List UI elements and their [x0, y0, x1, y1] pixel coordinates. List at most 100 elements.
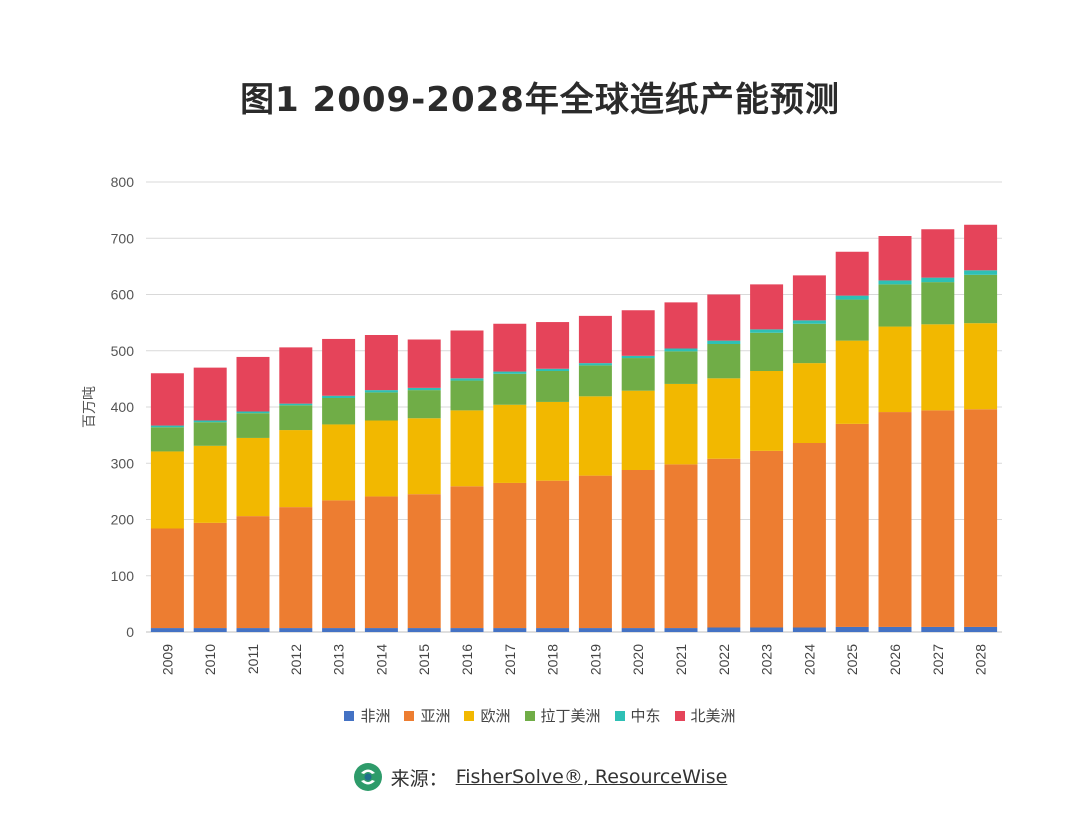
- source-prefix: 来源：: [390, 767, 448, 790]
- bar-segment-2025-中东: [835, 295, 869, 300]
- bar-segment-2010-非洲: [193, 628, 227, 632]
- bar-segment-2017-非洲: [493, 628, 527, 632]
- bar-segment-2018-欧洲: [536, 401, 570, 481]
- bar-segment-2025-非洲: [835, 626, 869, 632]
- bar-segment-2025-北美洲: [835, 251, 869, 296]
- bar-segment-2022-中东: [707, 340, 741, 344]
- bar-segment-2023-非洲: [750, 627, 784, 632]
- bar-segment-2028-非洲: [964, 626, 998, 632]
- bar-segment-2010-拉丁美洲: [193, 422, 227, 446]
- legend-label: 非洲: [360, 707, 391, 725]
- bar-segment-2014-拉丁美洲: [364, 392, 398, 421]
- bar-segment-2015-中东: [407, 387, 441, 391]
- legend-item: 中东: [614, 705, 661, 726]
- bar-segment-2028-欧洲: [964, 323, 998, 410]
- bar-segment-2019-非洲: [578, 628, 612, 632]
- x-tick-label: 2011: [245, 644, 261, 674]
- bar-segment-2026-亚洲: [878, 412, 912, 627]
- bar-segment-2018-非洲: [536, 628, 570, 632]
- bar-segment-2014-亚洲: [364, 496, 398, 629]
- bar-segment-2012-非洲: [279, 628, 313, 632]
- bar-segment-2023-欧洲: [750, 371, 784, 451]
- bar-segment-2022-亚洲: [707, 458, 741, 628]
- bar-segment-2024-亚洲: [792, 443, 826, 628]
- bar-segment-2019-欧洲: [578, 396, 612, 476]
- bar-segment-2020-亚洲: [621, 470, 655, 629]
- bar-segment-2019-拉丁美洲: [578, 365, 612, 397]
- bar-segment-2015-拉丁美洲: [407, 390, 441, 419]
- y-tick-label: 0: [126, 624, 134, 640]
- bar-segment-2027-亚洲: [921, 410, 955, 627]
- bar-segment-2009-中东: [150, 425, 184, 428]
- bar-segment-2009-欧洲: [150, 451, 184, 529]
- x-tick-label: 2016: [459, 644, 475, 675]
- bar-segment-2028-亚洲: [964, 409, 998, 627]
- chart-title: 图1 2009-2028年全球造纸产能预测: [240, 80, 840, 120]
- bar-segment-2011-非洲: [236, 628, 270, 632]
- y-tick-label: 500: [111, 343, 135, 359]
- bar-segment-2016-欧洲: [450, 410, 484, 487]
- bar-segment-2014-北美洲: [364, 335, 398, 391]
- bar-segment-2016-非洲: [450, 628, 484, 632]
- y-axis-label: 百万吨: [82, 386, 98, 428]
- bar-segment-2021-拉丁美洲: [664, 351, 698, 384]
- bar-segment-2021-欧洲: [664, 383, 698, 465]
- bar-segment-2014-欧洲: [364, 420, 398, 497]
- bar-segment-2018-亚洲: [536, 480, 570, 629]
- bar-segment-2016-北美洲: [450, 330, 484, 379]
- legend-swatch: [404, 710, 415, 721]
- bar-segment-2010-中东: [193, 420, 227, 423]
- bar-segment-2015-北美洲: [407, 339, 441, 388]
- bar-segment-2010-欧洲: [193, 445, 227, 523]
- bar-segment-2017-亚洲: [493, 482, 527, 629]
- bar-segment-2013-亚洲: [322, 500, 356, 629]
- bar-segment-2017-拉丁美洲: [493, 373, 527, 405]
- x-tick-label: 2025: [844, 644, 860, 675]
- x-tick-label: 2022: [716, 644, 732, 675]
- bar-segment-2025-欧洲: [835, 340, 869, 424]
- bar-segment-2025-拉丁美洲: [835, 299, 869, 341]
- source-line: 来源： FisherSolve®, ResourceWise: [0, 762, 1080, 792]
- bar-segment-2019-中东: [578, 363, 612, 366]
- bar-segment-2009-非洲: [150, 628, 184, 632]
- bar-segment-2020-非洲: [621, 628, 655, 632]
- x-tick-label: 2013: [331, 644, 347, 675]
- bar-segment-2025-亚洲: [835, 423, 869, 627]
- bar-segment-2028-中东: [964, 270, 998, 275]
- bar-segment-2014-非洲: [364, 628, 398, 632]
- y-tick-label: 600: [111, 287, 135, 303]
- bar-segment-2020-北美洲: [621, 310, 655, 356]
- bar-segment-2011-中东: [236, 411, 270, 414]
- y-tick-label: 200: [111, 512, 135, 528]
- bar-segment-2009-亚洲: [150, 528, 184, 629]
- legend-item: 北美洲: [674, 705, 736, 726]
- bar-segment-2022-北美洲: [707, 294, 741, 341]
- bar-segment-2021-非洲: [664, 628, 698, 632]
- bar-segment-2016-拉丁美洲: [450, 380, 484, 411]
- gridlines: [146, 181, 1002, 633]
- y-tick-label: 100: [111, 568, 135, 584]
- bar-segment-2011-亚洲: [236, 516, 270, 629]
- bar-segment-2027-拉丁美洲: [921, 282, 955, 325]
- bar-segment-2013-欧洲: [322, 424, 356, 501]
- bar-segment-2015-欧洲: [407, 418, 441, 495]
- x-tick-label: 2015: [416, 644, 432, 675]
- bar-segment-2011-欧洲: [236, 437, 270, 517]
- legend-label: 拉丁美洲: [540, 707, 601, 725]
- legend-swatch: [614, 710, 625, 721]
- legend-item: 欧洲: [464, 705, 511, 726]
- bar-segment-2012-亚洲: [279, 507, 313, 629]
- bar-segment-2026-中东: [878, 280, 912, 285]
- source-link[interactable]: FisherSolve®, ResourceWise: [455, 766, 728, 788]
- x-tick-label: 2014: [373, 644, 389, 675]
- bar-segment-2012-欧洲: [279, 430, 313, 508]
- bar-segment-2024-拉丁美洲: [792, 323, 826, 364]
- bar-segment-2020-拉丁美洲: [621, 358, 655, 391]
- legend-label: 欧洲: [480, 707, 511, 725]
- y-tick-label: 700: [111, 230, 135, 246]
- x-tick-label: 2018: [545, 644, 561, 675]
- legend-item: 拉丁美洲: [524, 705, 601, 726]
- bar-segment-2011-拉丁美洲: [236, 413, 270, 438]
- bar-segment-2027-欧洲: [921, 324, 955, 411]
